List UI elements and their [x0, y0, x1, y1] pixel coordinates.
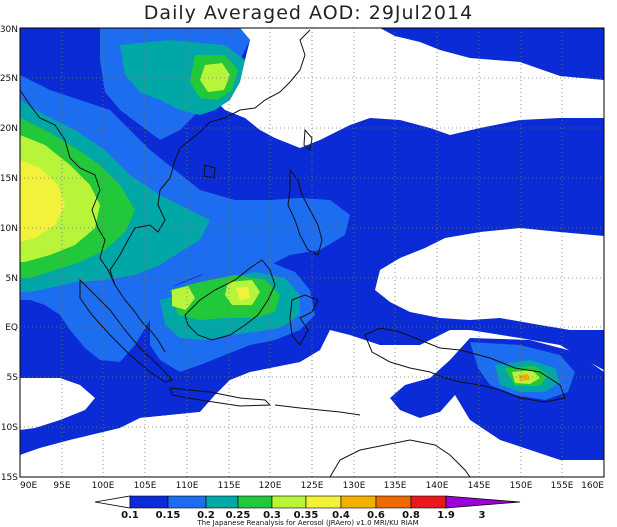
- lon-label: 110E: [176, 481, 199, 491]
- lat-label: 25N: [0, 74, 18, 84]
- coastline-borneo: [184, 259, 276, 341]
- colorbar-swatch: [375, 495, 412, 509]
- colorbar-label: 0.6: [367, 510, 385, 521]
- lat-label: 20N: [0, 124, 18, 134]
- credit-line: The Japanese Reanalysis for Aerosol (JRA…: [196, 519, 418, 527]
- lon-label: 125E: [301, 481, 324, 491]
- aod-region-yellow-borneo: [236, 287, 250, 300]
- lat-label: 10S: [1, 423, 18, 433]
- lon-label: 160E: [581, 481, 604, 491]
- colorbar-label: 1.9: [437, 510, 455, 521]
- colorbar-label: 0.35: [294, 510, 319, 521]
- lon-axis: 90E 95E 100E 105E 110E 115E 120E 125E 13…: [20, 481, 604, 491]
- coastline-new-guinea: [364, 327, 566, 403]
- coastline-mainland-asia: [19, 29, 311, 353]
- lat-label: EQ: [5, 323, 18, 333]
- lat-label: 15N: [0, 174, 18, 184]
- plot-frame: [19, 27, 605, 478]
- aod-region-yellowgreen-borneo1: [172, 286, 195, 310]
- map-title: Daily Averaged AOD: 29Jul2014: [143, 2, 474, 24]
- coastline-taiwan: [303, 128, 313, 151]
- colorbar-label: 0.25: [226, 510, 251, 521]
- lat-axis: 30N 25N 20N 15N 10N 5N EQ 5S 10S 15S: [0, 25, 18, 483]
- aod-clean-patch-east: [375, 228, 604, 330]
- lat-label: 10N: [0, 224, 18, 234]
- colorbar-label: 0.8: [402, 510, 420, 521]
- lat-label: 5S: [7, 373, 19, 383]
- colorbar-low-triangle: [94, 495, 131, 509]
- coastline-hainan: [203, 164, 216, 179]
- colorbar-swatch: [167, 495, 207, 509]
- colorbar-swatch: [305, 495, 342, 509]
- colorbar-swatch: [129, 495, 169, 509]
- aod-region-orange-png: [518, 374, 530, 381]
- colorbar-swatch: [340, 495, 377, 509]
- lat-label: 5N: [6, 274, 18, 284]
- coastline-sulawesi: [289, 294, 319, 346]
- colorbar-swatch: [410, 495, 447, 509]
- aod-field: [20, 28, 604, 477]
- lon-label: 145E: [468, 481, 491, 491]
- coastline-philippines: [287, 168, 323, 256]
- aod-region-yellowgreen-north: [200, 63, 230, 92]
- coastlines: [19, 29, 566, 478]
- lon-label: 140E: [426, 481, 449, 491]
- lon-label: 135E: [384, 481, 407, 491]
- lat-label: 30N: [0, 25, 18, 35]
- lon-label: 120E: [259, 481, 282, 491]
- lon-label: 90E: [20, 481, 37, 491]
- lon-label: 130E: [343, 481, 366, 491]
- colorbar-label: 0.2: [197, 510, 215, 521]
- colorbar-swatch: [237, 495, 273, 509]
- colorbar-label: 0.3: [263, 510, 281, 521]
- colorbar-label: 3: [479, 510, 486, 521]
- colorbar-swatch: [205, 495, 239, 509]
- graticule: [20, 28, 604, 477]
- colorbar-label: 0.4: [332, 510, 350, 521]
- lon-label: 150E: [510, 481, 533, 491]
- aod-region-yellow-west: [20, 160, 65, 242]
- lat-label: 15S: [1, 473, 18, 483]
- colorbar-label: 0.1: [121, 510, 139, 521]
- colorbar-label: 0.15: [156, 510, 181, 521]
- lon-label: 115E: [218, 481, 241, 491]
- aod-clean-patch-sw: [20, 378, 95, 430]
- colorbar-swatch: [271, 495, 307, 509]
- lon-label: 155E: [551, 481, 574, 491]
- aod-clean-patch-north: [215, 28, 604, 148]
- coastline-lesser-sunda: [274, 404, 361, 416]
- coastline-sumatra: [79, 278, 173, 383]
- coastline-australia: [329, 439, 471, 478]
- lon-label: 105E: [134, 481, 157, 491]
- lon-label: 95E: [53, 481, 70, 491]
- colorbar-high-triangle: [445, 495, 521, 509]
- colorbar: 0.1 0.15 0.2 0.25 0.3 0.35 0.4 0.6 0.8 1…: [94, 495, 521, 521]
- lon-label: 100E: [92, 481, 115, 491]
